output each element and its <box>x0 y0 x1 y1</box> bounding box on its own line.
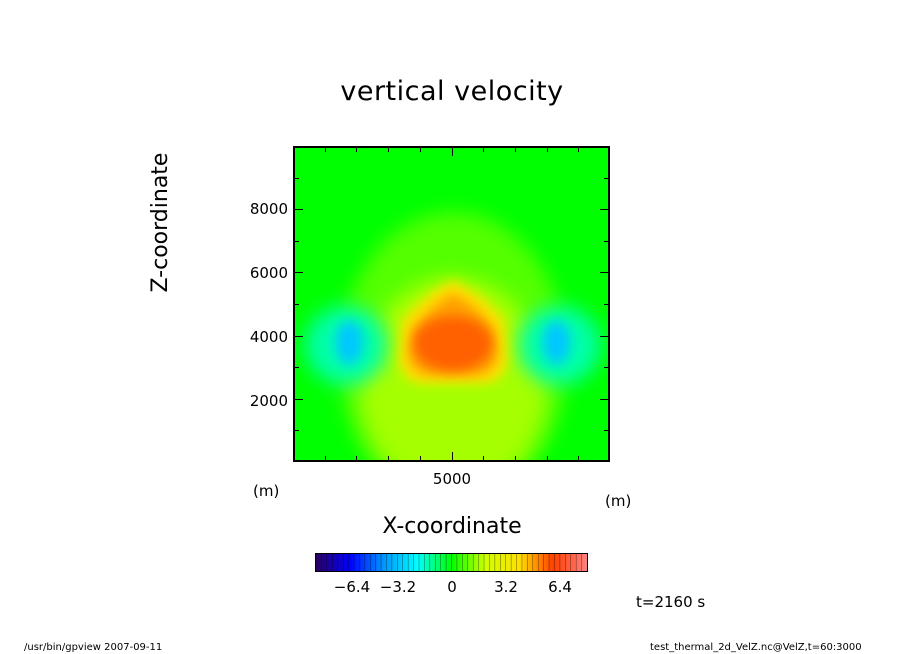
x-tick-bottom <box>388 456 390 462</box>
x-tick-top <box>356 146 358 152</box>
x-tick-bottom <box>324 456 326 462</box>
velocity-field <box>295 148 608 460</box>
x-tick-bottom <box>419 456 421 462</box>
z-tick-left <box>293 272 303 274</box>
y-tick-label-8000: 8000 <box>249 200 288 218</box>
right-downdraft <box>518 305 602 385</box>
x-tick-top <box>578 146 580 152</box>
x-tick-top <box>451 146 453 156</box>
x-tick-top <box>388 146 390 152</box>
z-tick-right <box>600 209 610 211</box>
y-tick-label-4000: 4000 <box>249 328 288 346</box>
z-tick-left <box>293 209 303 211</box>
colorbar-label-0: 0 <box>447 578 457 596</box>
z-tick-left <box>293 398 303 400</box>
y-axis-label: Z-coordinate <box>148 152 174 293</box>
colorbar-gradient <box>316 554 587 571</box>
x-tick-label-5000: 5000 <box>432 470 472 488</box>
colorbar <box>315 553 588 572</box>
x-tick-top <box>546 146 548 152</box>
x-axis-label: X-coordinate <box>382 514 522 539</box>
z-tick-right <box>600 335 610 337</box>
plot-area <box>293 146 610 462</box>
updraft-core <box>398 281 508 383</box>
x-tick-top <box>483 146 485 152</box>
x-tick-bottom <box>546 456 548 462</box>
z-tick-left <box>293 240 299 242</box>
x-tick-bottom <box>514 456 516 462</box>
x-tick-top <box>514 146 516 152</box>
z-tick-right <box>604 367 610 369</box>
z-tick-right <box>604 240 610 242</box>
x-tick-bottom <box>578 456 580 462</box>
x-tick-bottom <box>356 456 358 462</box>
y-tick-label-6000: 6000 <box>249 264 288 282</box>
x-tick-bottom <box>451 452 453 462</box>
z-tick-right <box>604 430 610 432</box>
x-tick-bottom <box>483 456 485 462</box>
x-unit-label: (m) <box>605 492 632 510</box>
colorbar-label-3.2: 3.2 <box>494 578 518 596</box>
z-unit-label: (m) <box>253 482 280 500</box>
z-tick-left <box>293 335 303 337</box>
z-tick-right <box>600 398 610 400</box>
z-tick-left <box>293 304 299 305</box>
x-tick-top <box>324 146 326 152</box>
z-tick-left <box>293 367 299 369</box>
footer-left: /usr/bin/gpview 2007-09-11 <box>24 642 163 653</box>
x-tick-top <box>419 146 421 152</box>
z-tick-right <box>600 272 610 274</box>
z-tick-left <box>293 177 299 179</box>
z-tick-right <box>604 177 610 179</box>
time-label: t=2160 s <box>636 593 706 611</box>
left-downdraft <box>304 305 388 385</box>
y-tick-label-2000: 2000 <box>249 392 288 410</box>
z-tick-left <box>293 430 299 432</box>
colorbar-label-neg6.4: −6.4 <box>333 578 371 596</box>
colorbar-label-6.4: 6.4 <box>548 578 572 596</box>
chart-title: vertical velocity <box>340 76 564 107</box>
z-tick-right <box>604 304 610 305</box>
colorbar-label-neg3.2: −3.2 <box>379 578 417 596</box>
footer-right: test_thermal_2d_VelZ.nc@VelZ,t=60:3000 <box>650 642 862 653</box>
